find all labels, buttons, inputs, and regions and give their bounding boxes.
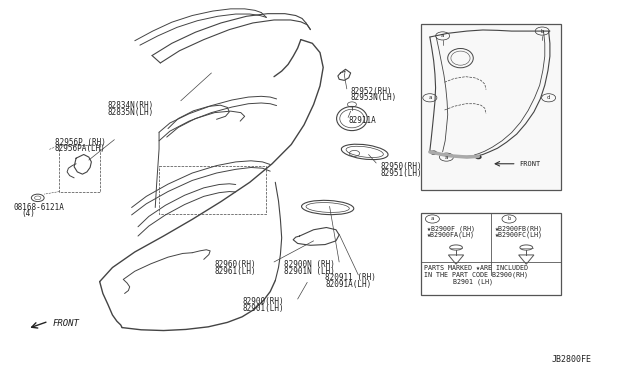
Text: 82961(LH): 82961(LH) [214,267,256,276]
Bar [421,24,561,190]
Text: FRONT: FRONT [519,161,541,167]
Text: 82956PA(LH): 82956PA(LH) [55,144,106,154]
Text: a: a [441,33,444,38]
Text: 82834N(RH): 82834N(RH) [108,101,154,110]
Text: 82900N (RH): 82900N (RH) [284,260,335,269]
Text: a: a [431,217,434,221]
Text: B2901 (LH): B2901 (LH) [453,279,493,285]
Text: IN THE PART CODE B2900(RH): IN THE PART CODE B2900(RH) [424,272,528,279]
Text: 82835N(LH): 82835N(LH) [108,108,154,117]
Text: a: a [445,155,448,160]
Text: FRONT: FRONT [53,320,80,328]
Text: 82953N(LH): 82953N(LH) [351,93,397,102]
Text: d: d [547,95,550,100]
Text: ★B2900FA(LH): ★B2900FA(LH) [428,231,476,238]
Text: a: a [428,95,431,100]
Text: 82950(RH): 82950(RH) [380,162,422,171]
Text: b: b [541,29,544,33]
Text: 82091A(LH): 82091A(LH) [325,280,371,289]
Text: ★B2900FB(RH): ★B2900FB(RH) [495,225,543,232]
Text: 82960(RH): 82960(RH) [214,260,256,269]
Text: 82901N (LH): 82901N (LH) [284,267,335,276]
Text: 82956P (RH): 82956P (RH) [55,138,106,147]
Text: 82951(LH): 82951(LH) [380,169,422,177]
Bar [421,214,561,295]
Text: ★B2900F (RH): ★B2900F (RH) [428,225,476,232]
Text: JB2800FE: JB2800FE [551,355,591,363]
Text: 82952(RH): 82952(RH) [351,87,392,96]
Text: 08168-6121A: 08168-6121A [13,203,65,212]
Text: 82900(RH): 82900(RH) [242,297,284,306]
Text: PARTS MARKED ★ARE INCLUDED: PARTS MARKED ★ARE INCLUDED [424,265,528,271]
Text: 82911A: 82911A [349,116,376,125]
Text: b: b [508,217,511,221]
Text: ★B2900FC(LH): ★B2900FC(LH) [495,231,543,238]
Text: 82901(LH): 82901(LH) [242,304,284,313]
Circle shape [431,151,436,154]
Text: (4): (4) [22,209,36,218]
Circle shape [476,155,481,158]
Text: 820911 (RH): 820911 (RH) [325,273,376,282]
